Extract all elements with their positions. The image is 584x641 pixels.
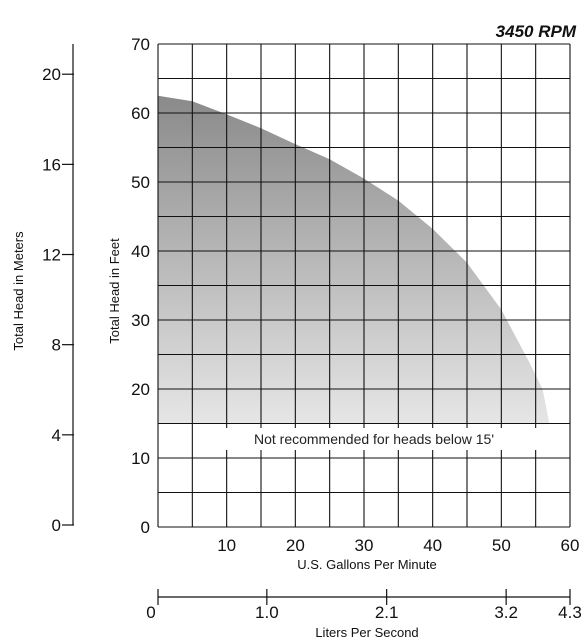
y-tick-label: 60 xyxy=(131,104,150,123)
performance-curve-area xyxy=(158,95,550,424)
x-tick-label: 50 xyxy=(492,536,511,555)
meters-tick-label: 20 xyxy=(42,65,61,84)
meters-tick-label: 4 xyxy=(52,426,61,445)
y-tick-label: 70 xyxy=(131,35,150,54)
lps-tick-label: 3.2 xyxy=(494,603,518,622)
x-tick-label: 20 xyxy=(286,536,305,555)
meters-tick-label: 8 xyxy=(52,336,61,355)
y-tick-label: 10 xyxy=(131,449,150,468)
performance-area xyxy=(158,95,550,424)
y-axis-meters-label: Total Head in Meters xyxy=(11,231,26,351)
y-axis-feet-label: Total Head in Feet xyxy=(107,238,122,344)
note-background xyxy=(205,428,543,450)
lps-tick-label: 4.3 xyxy=(558,603,582,622)
x-tick-label: 30 xyxy=(355,536,374,555)
y-tick-label: 0 xyxy=(141,518,150,537)
lps-tick-label: 1.0 xyxy=(255,603,279,622)
lps-tick-label: 0 xyxy=(146,603,155,622)
x-axis-gpm-ticks: 10 20 30 40 50 60 xyxy=(217,536,579,555)
y-axis-feet-ticks: 0 10 20 30 40 50 60 70 xyxy=(131,35,150,537)
not-recommended-note: Not recommended for heads below 15' xyxy=(254,431,494,447)
lps-tick-label: 2.1 xyxy=(375,603,399,622)
meters-tick-label: 16 xyxy=(42,155,61,174)
x-tick-label: 10 xyxy=(217,536,236,555)
x-axis-lps-label: Liters Per Second xyxy=(315,625,418,640)
y-tick-label: 20 xyxy=(131,380,150,399)
rpm-label: 3450 RPM xyxy=(496,22,577,41)
x-tick-label: 60 xyxy=(561,536,580,555)
y-tick-label: 40 xyxy=(131,242,150,261)
y-tick-label: 30 xyxy=(131,311,150,330)
x-tick-label: 40 xyxy=(423,536,442,555)
x-axis-gpm-label: U.S. Gallons Per Minute xyxy=(297,557,436,572)
y-tick-label: 50 xyxy=(131,173,150,192)
meters-tick-label: 0 xyxy=(52,516,61,535)
x-axis-lps: 0 1.0 2.1 3.2 4.3 xyxy=(146,589,582,622)
meters-tick-label: 12 xyxy=(42,246,61,265)
grid xyxy=(157,43,571,528)
y-axis-meters: 0 4 8 12 16 20 xyxy=(42,44,74,535)
